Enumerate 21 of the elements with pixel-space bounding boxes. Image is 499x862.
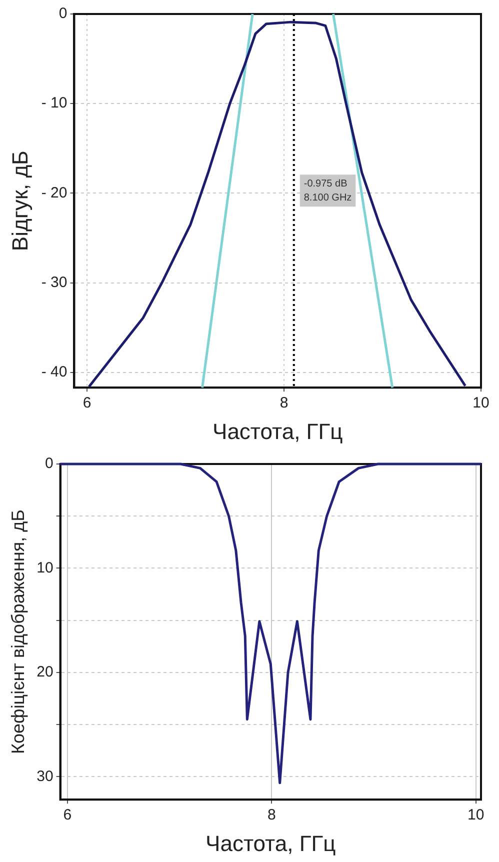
y-axis-title: Відгук, дБ: [7, 150, 32, 252]
y-axis-title: Коефіцієнт відображення, дБ: [8, 510, 28, 754]
x-tick-label: 10: [472, 394, 490, 412]
y-tick-label: 10: [36, 559, 54, 576]
y-tick-label: 20: [36, 664, 54, 681]
y-tick-label: 0: [58, 5, 68, 22]
annotation: -0.975 dB: [304, 178, 348, 190]
y-tick-label: - 30: [41, 274, 68, 291]
x-axis-title: Частота, ГГц: [212, 418, 344, 444]
y-tick-label: - 40: [41, 364, 68, 381]
x-axis-title: Частота, ГГц: [206, 830, 336, 856]
x-tick-label: 8: [267, 806, 276, 824]
x-tick-label: 6: [82, 394, 92, 412]
x-tick-label: 6: [63, 806, 72, 824]
y-tick-label: - 10: [41, 94, 68, 112]
annotation: 8.100 GHz: [304, 192, 352, 204]
y-tick-label: - 20: [41, 184, 68, 202]
y-tick-label: 30: [36, 768, 54, 785]
x-tick-label: 8: [280, 394, 288, 412]
y-tick-label: 0: [44, 455, 54, 472]
x-tick-label: 10: [468, 806, 484, 824]
